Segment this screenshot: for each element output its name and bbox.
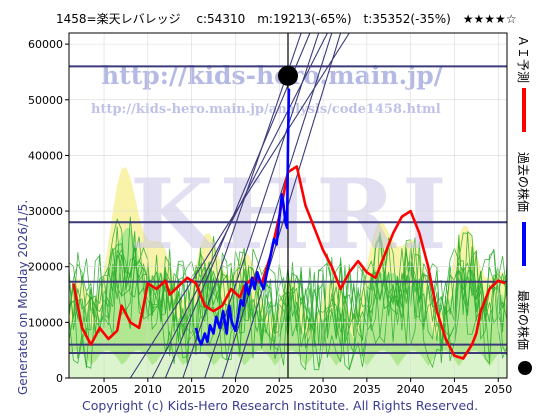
legend-latest-marker	[518, 361, 532, 375]
x-tick-label-6: 2035	[353, 383, 381, 396]
x-tick-label-8: 2045	[440, 383, 468, 396]
latest-price-marker-group	[278, 65, 298, 86]
plot-frame	[68, 32, 508, 379]
watermark-url: http://kids-hero.main.jp/	[101, 61, 444, 90]
legend-ai-swatch	[522, 88, 526, 132]
legend-past-label: 過去の株価	[516, 152, 531, 212]
x-tick-label-2: 2015	[178, 383, 206, 396]
y-axis: 0 10000 20000 30000 40000 50000 60000	[28, 38, 69, 385]
trend-line-6	[129, 33, 350, 378]
trend-line-0	[182, 33, 302, 378]
trend-line-4	[221, 33, 333, 378]
generated-date-label: Generated on Monday 2026/1/5.	[16, 200, 30, 395]
x-tick-label-5: 2030	[309, 383, 337, 396]
plot-area: KHRI http://kids-hero.main.jp/ http://ki…	[68, 32, 508, 379]
ai-forecast-line	[72, 165, 506, 360]
y-tick-label-4: 40000	[28, 149, 63, 162]
copyright-footer: Copyright (c) Kids-Hero Research Institu…	[82, 398, 478, 413]
y-tick-label-3: 30000	[28, 205, 63, 218]
y-tick-label-6: 60000	[28, 38, 63, 51]
x-tick-label-0: 2005	[90, 383, 118, 396]
y-tick-label-5: 50000	[28, 94, 63, 107]
x-tick-label-4: 2025	[265, 383, 293, 396]
x-tick-label-3: 2020	[221, 383, 249, 396]
x-tick-label-7: 2040	[397, 383, 425, 396]
past-price-line	[194, 88, 291, 346]
legend-ai-label: ＡＩ予測	[516, 35, 530, 83]
legend: ＡＩ予測 過去の株価 最新の株価	[516, 35, 532, 375]
trend-line-2	[164, 33, 311, 378]
legend-past-swatch	[522, 222, 526, 266]
chart-title: 1458=楽天レバレッジ c:54310 m:19213(-65%) t:353…	[56, 12, 517, 26]
y-tick-label-1: 10000	[28, 316, 63, 329]
x-tick-label-1: 2010	[134, 383, 162, 396]
x-tick-label-9: 2050	[484, 383, 512, 396]
y-tick-label-0: 0	[56, 372, 63, 385]
y-tick-label-2: 20000	[28, 261, 63, 274]
series-lines	[72, 88, 506, 360]
watermark-page-url: http://kids-hero.main.jp/analysis/code14…	[91, 102, 441, 117]
x-axis: 2005 2010 2015 2020 2025 2030 2035 2040 2045 2050	[90, 378, 512, 396]
legend-latest-label: 最新の株価	[516, 290, 531, 350]
latest-price-marker	[278, 65, 298, 86]
